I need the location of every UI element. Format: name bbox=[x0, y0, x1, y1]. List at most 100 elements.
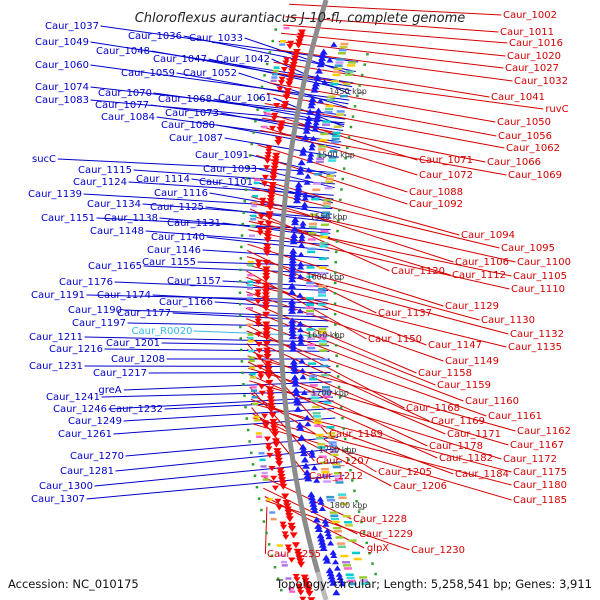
gene-label: Caur_1071 bbox=[419, 155, 473, 166]
gene-label: Caur_1249 bbox=[68, 416, 122, 427]
feature-mark bbox=[272, 73, 278, 76]
feature-mark bbox=[245, 177, 249, 180]
feature-mark bbox=[319, 138, 328, 142]
feature-mark bbox=[307, 247, 316, 250]
feature-mark bbox=[326, 495, 335, 499]
gene-arrow bbox=[263, 350, 272, 357]
gene-label: Caur_1073 bbox=[165, 108, 219, 119]
gene-label: Caur_1016 bbox=[509, 38, 563, 49]
gene-arrow bbox=[322, 554, 331, 561]
gene-arrow bbox=[263, 250, 272, 257]
gene-arrow bbox=[296, 587, 304, 593]
gene-arrow bbox=[309, 135, 317, 141]
feature-mark bbox=[365, 541, 368, 545]
gene-arrow bbox=[311, 126, 319, 132]
gene-arrow bbox=[262, 331, 271, 338]
gene-arrow bbox=[255, 259, 263, 266]
gene-arrow bbox=[298, 236, 306, 242]
gene-arrow bbox=[305, 167, 313, 173]
feature-mark bbox=[249, 376, 256, 379]
leader-line bbox=[224, 137, 339, 158]
gene-arrow bbox=[318, 541, 327, 548]
leader-line bbox=[250, 154, 337, 177]
feature-mark bbox=[239, 268, 242, 272]
gene-arrow bbox=[279, 483, 288, 490]
feature-mark bbox=[326, 426, 335, 429]
gene-arrow bbox=[288, 317, 297, 324]
feature-mark bbox=[262, 478, 269, 481]
gene-label: Caur_1137 bbox=[378, 308, 432, 319]
feature-mark bbox=[238, 291, 242, 294]
gene-arrow bbox=[277, 474, 286, 480]
gene-label: Caur_1052 bbox=[183, 68, 237, 79]
gene-arrow bbox=[284, 509, 293, 516]
gene-arrow bbox=[255, 331, 263, 338]
gene-arrow bbox=[294, 181, 303, 188]
gene-arrow bbox=[262, 272, 271, 279]
feature-mark bbox=[320, 132, 329, 136]
gene-arrow bbox=[328, 576, 337, 583]
gene-arrow bbox=[283, 503, 292, 510]
feature-mark bbox=[349, 125, 353, 129]
feature-mark bbox=[241, 222, 244, 226]
gene-label: Caur_1048 bbox=[96, 46, 150, 57]
gene-arrow bbox=[310, 86, 319, 93]
feature-mark bbox=[331, 137, 340, 141]
feature-mark bbox=[335, 354, 338, 357]
feature-mark bbox=[274, 28, 277, 31]
feature-mark bbox=[336, 113, 345, 116]
feature-mark bbox=[347, 136, 351, 139]
gene-arrow bbox=[297, 251, 305, 257]
gene-arrow bbox=[266, 204, 275, 211]
feature-mark bbox=[353, 557, 362, 561]
feature-mark bbox=[276, 577, 280, 580]
kbp-label: 1750 kbp bbox=[319, 446, 357, 455]
feature-mark bbox=[326, 171, 335, 174]
gene-arrow bbox=[269, 125, 276, 132]
gene-arrow bbox=[295, 555, 304, 562]
leader-line bbox=[152, 294, 329, 305]
gene-label: Caur_1175 bbox=[513, 467, 567, 478]
feature-mark bbox=[339, 45, 348, 49]
gene-label: Caur_1084 bbox=[101, 112, 155, 123]
feature-mark bbox=[325, 107, 333, 111]
feature-mark bbox=[288, 587, 295, 590]
feature-mark bbox=[322, 474, 330, 477]
gene-label: Caur_1066 bbox=[487, 157, 541, 168]
gene-arrow bbox=[263, 237, 272, 244]
gene-arrow bbox=[288, 323, 297, 330]
feature-mark bbox=[261, 125, 268, 129]
feature-mark bbox=[335, 536, 344, 539]
gene-label: Caur_1077 bbox=[95, 100, 149, 111]
feature-mark bbox=[314, 424, 323, 427]
gene-arrow bbox=[282, 60, 290, 66]
leader-line bbox=[84, 336, 329, 343]
gene-arrow bbox=[321, 518, 329, 524]
leader-line bbox=[271, 58, 351, 95]
gene-arrow bbox=[288, 263, 297, 270]
gene-arrow bbox=[299, 374, 307, 380]
gene-label: Caur_1050 bbox=[497, 117, 551, 128]
feature-mark bbox=[239, 257, 243, 260]
gene-arrow bbox=[293, 197, 301, 204]
gene-label: Caur_1041 bbox=[491, 92, 545, 103]
feature-mark bbox=[330, 450, 339, 453]
feature-mark bbox=[242, 383, 245, 386]
feature-mark bbox=[334, 260, 337, 264]
feature-mark bbox=[312, 188, 321, 192]
gene-label: Caur_1149 bbox=[445, 356, 499, 367]
gene-arrow bbox=[326, 57, 334, 63]
leader-line bbox=[164, 400, 334, 410]
gene-arrow bbox=[258, 390, 266, 396]
leader-line bbox=[269, 82, 496, 123]
leader-line bbox=[264, 103, 505, 149]
gene-arrow bbox=[288, 269, 297, 276]
gene-arrow bbox=[296, 292, 304, 298]
gene-label: Caur_1177 bbox=[117, 308, 171, 319]
feature-mark bbox=[344, 521, 353, 524]
feature-mark bbox=[345, 448, 349, 451]
gene-arrow bbox=[289, 345, 298, 352]
gene-arrow bbox=[309, 500, 318, 507]
leader-line bbox=[193, 330, 329, 337]
gene-arrow bbox=[264, 363, 273, 370]
